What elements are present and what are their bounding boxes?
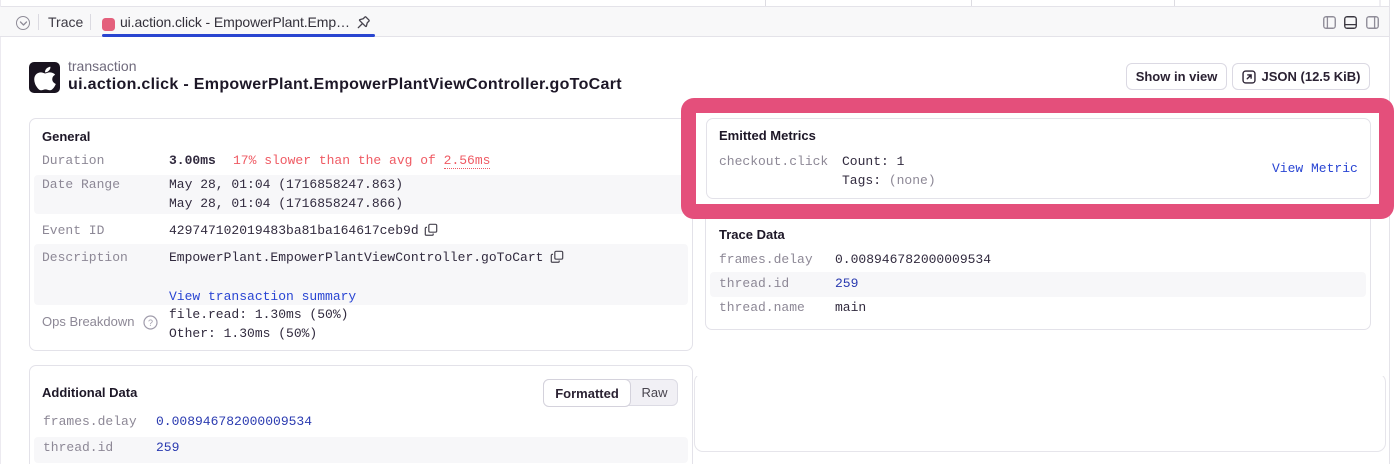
svg-text:?: ? bbox=[148, 318, 153, 328]
